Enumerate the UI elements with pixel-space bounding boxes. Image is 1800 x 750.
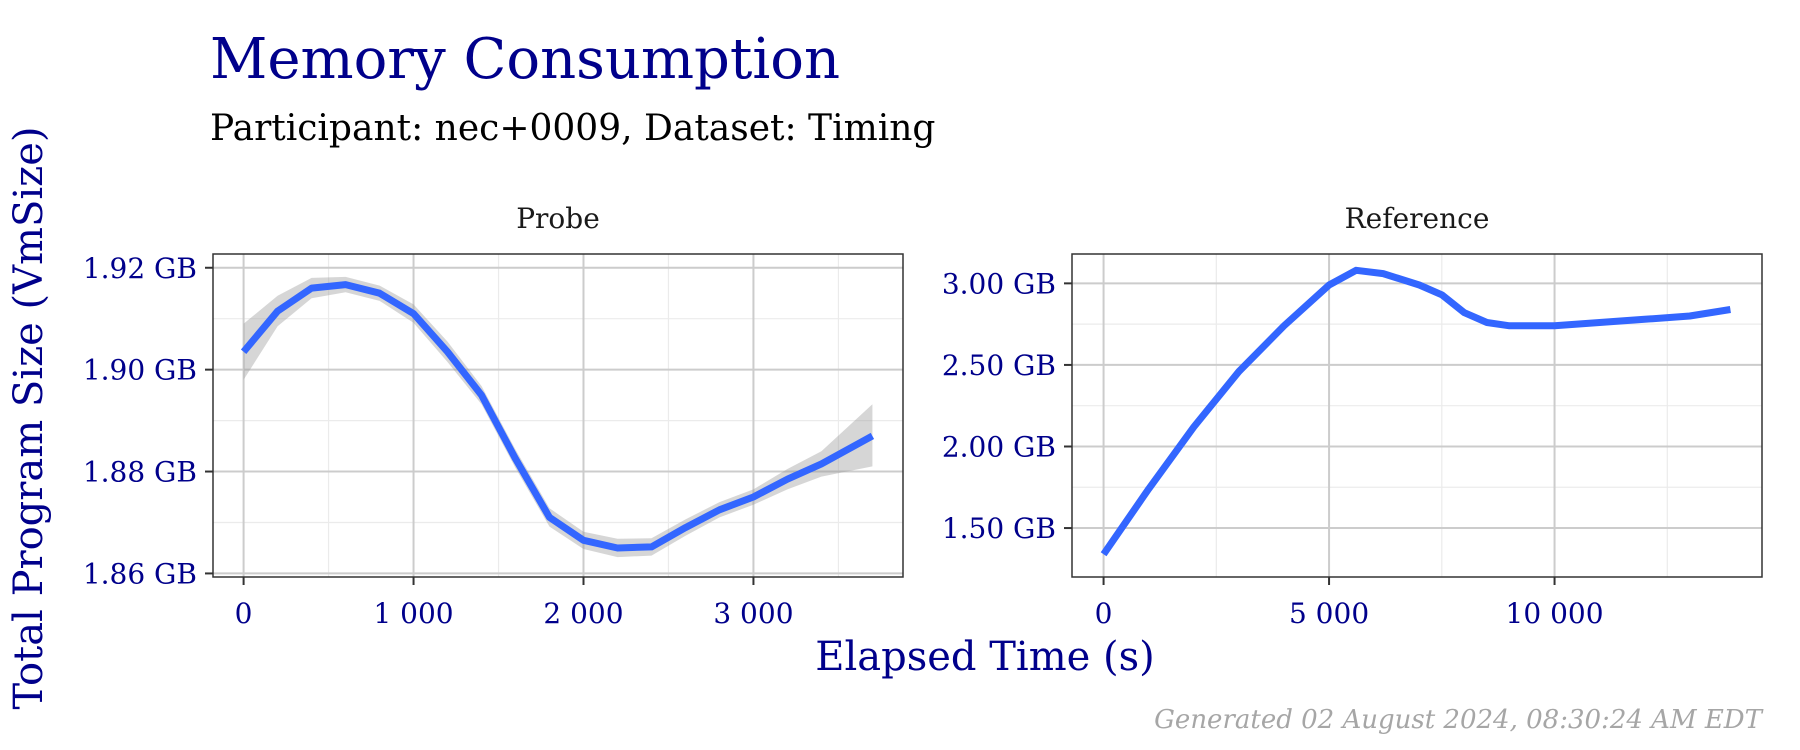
y-tick-label: 1.50 GB <box>942 512 1056 545</box>
y-tick-label: 2.00 GB <box>942 430 1056 463</box>
x-tick-label: 2 000 <box>543 597 623 630</box>
generated-caption: Generated 02 August 2024, 08:30:24 AM ED… <box>1154 705 1763 735</box>
series-line <box>1100 266 1731 557</box>
panel-border <box>1071 253 1763 578</box>
x-tick-label: 0 <box>1095 597 1113 630</box>
x-tick-label: 1 000 <box>373 597 453 630</box>
chart-subtitle: Participant: nec+0009, Dataset: Timing <box>210 108 935 149</box>
panel-label: Reference <box>1345 202 1490 235</box>
x-axis-title: Elapsed Time (s) <box>815 634 1155 680</box>
panel-border <box>212 253 904 578</box>
confidence-band <box>1103 268 1731 556</box>
y-axis-title: Total Program Size (VmSize) <box>6 126 52 709</box>
x-tick-label: 10 000 <box>1506 597 1604 630</box>
panel-probe: Probe 0 1 000 2 000 3 000 1.86 GB 1.88 GB 1.90 … <box>83 202 904 630</box>
y-tick-label: 1.92 GB <box>83 252 197 285</box>
series-line <box>240 281 875 552</box>
panel-reference: Reference 0 5 000 10 000 1.50 GB 2.00 GB 2.50 … <box>942 202 1763 630</box>
x-tick-label: 0 <box>235 597 253 630</box>
x-tick-label: 3 000 <box>713 597 793 630</box>
y-tick-label: 2.50 GB <box>942 349 1056 382</box>
y-tick-label: 1.90 GB <box>83 354 197 387</box>
y-tick-label: 1.86 GB <box>83 557 197 590</box>
x-tick-label: 5 000 <box>1289 597 1369 630</box>
y-tick-label: 1.88 GB <box>83 456 197 489</box>
panel-label: Probe <box>516 202 600 235</box>
y-tick-label: 3.00 GB <box>942 267 1056 300</box>
chart-title: Memory Consumption <box>210 27 840 92</box>
